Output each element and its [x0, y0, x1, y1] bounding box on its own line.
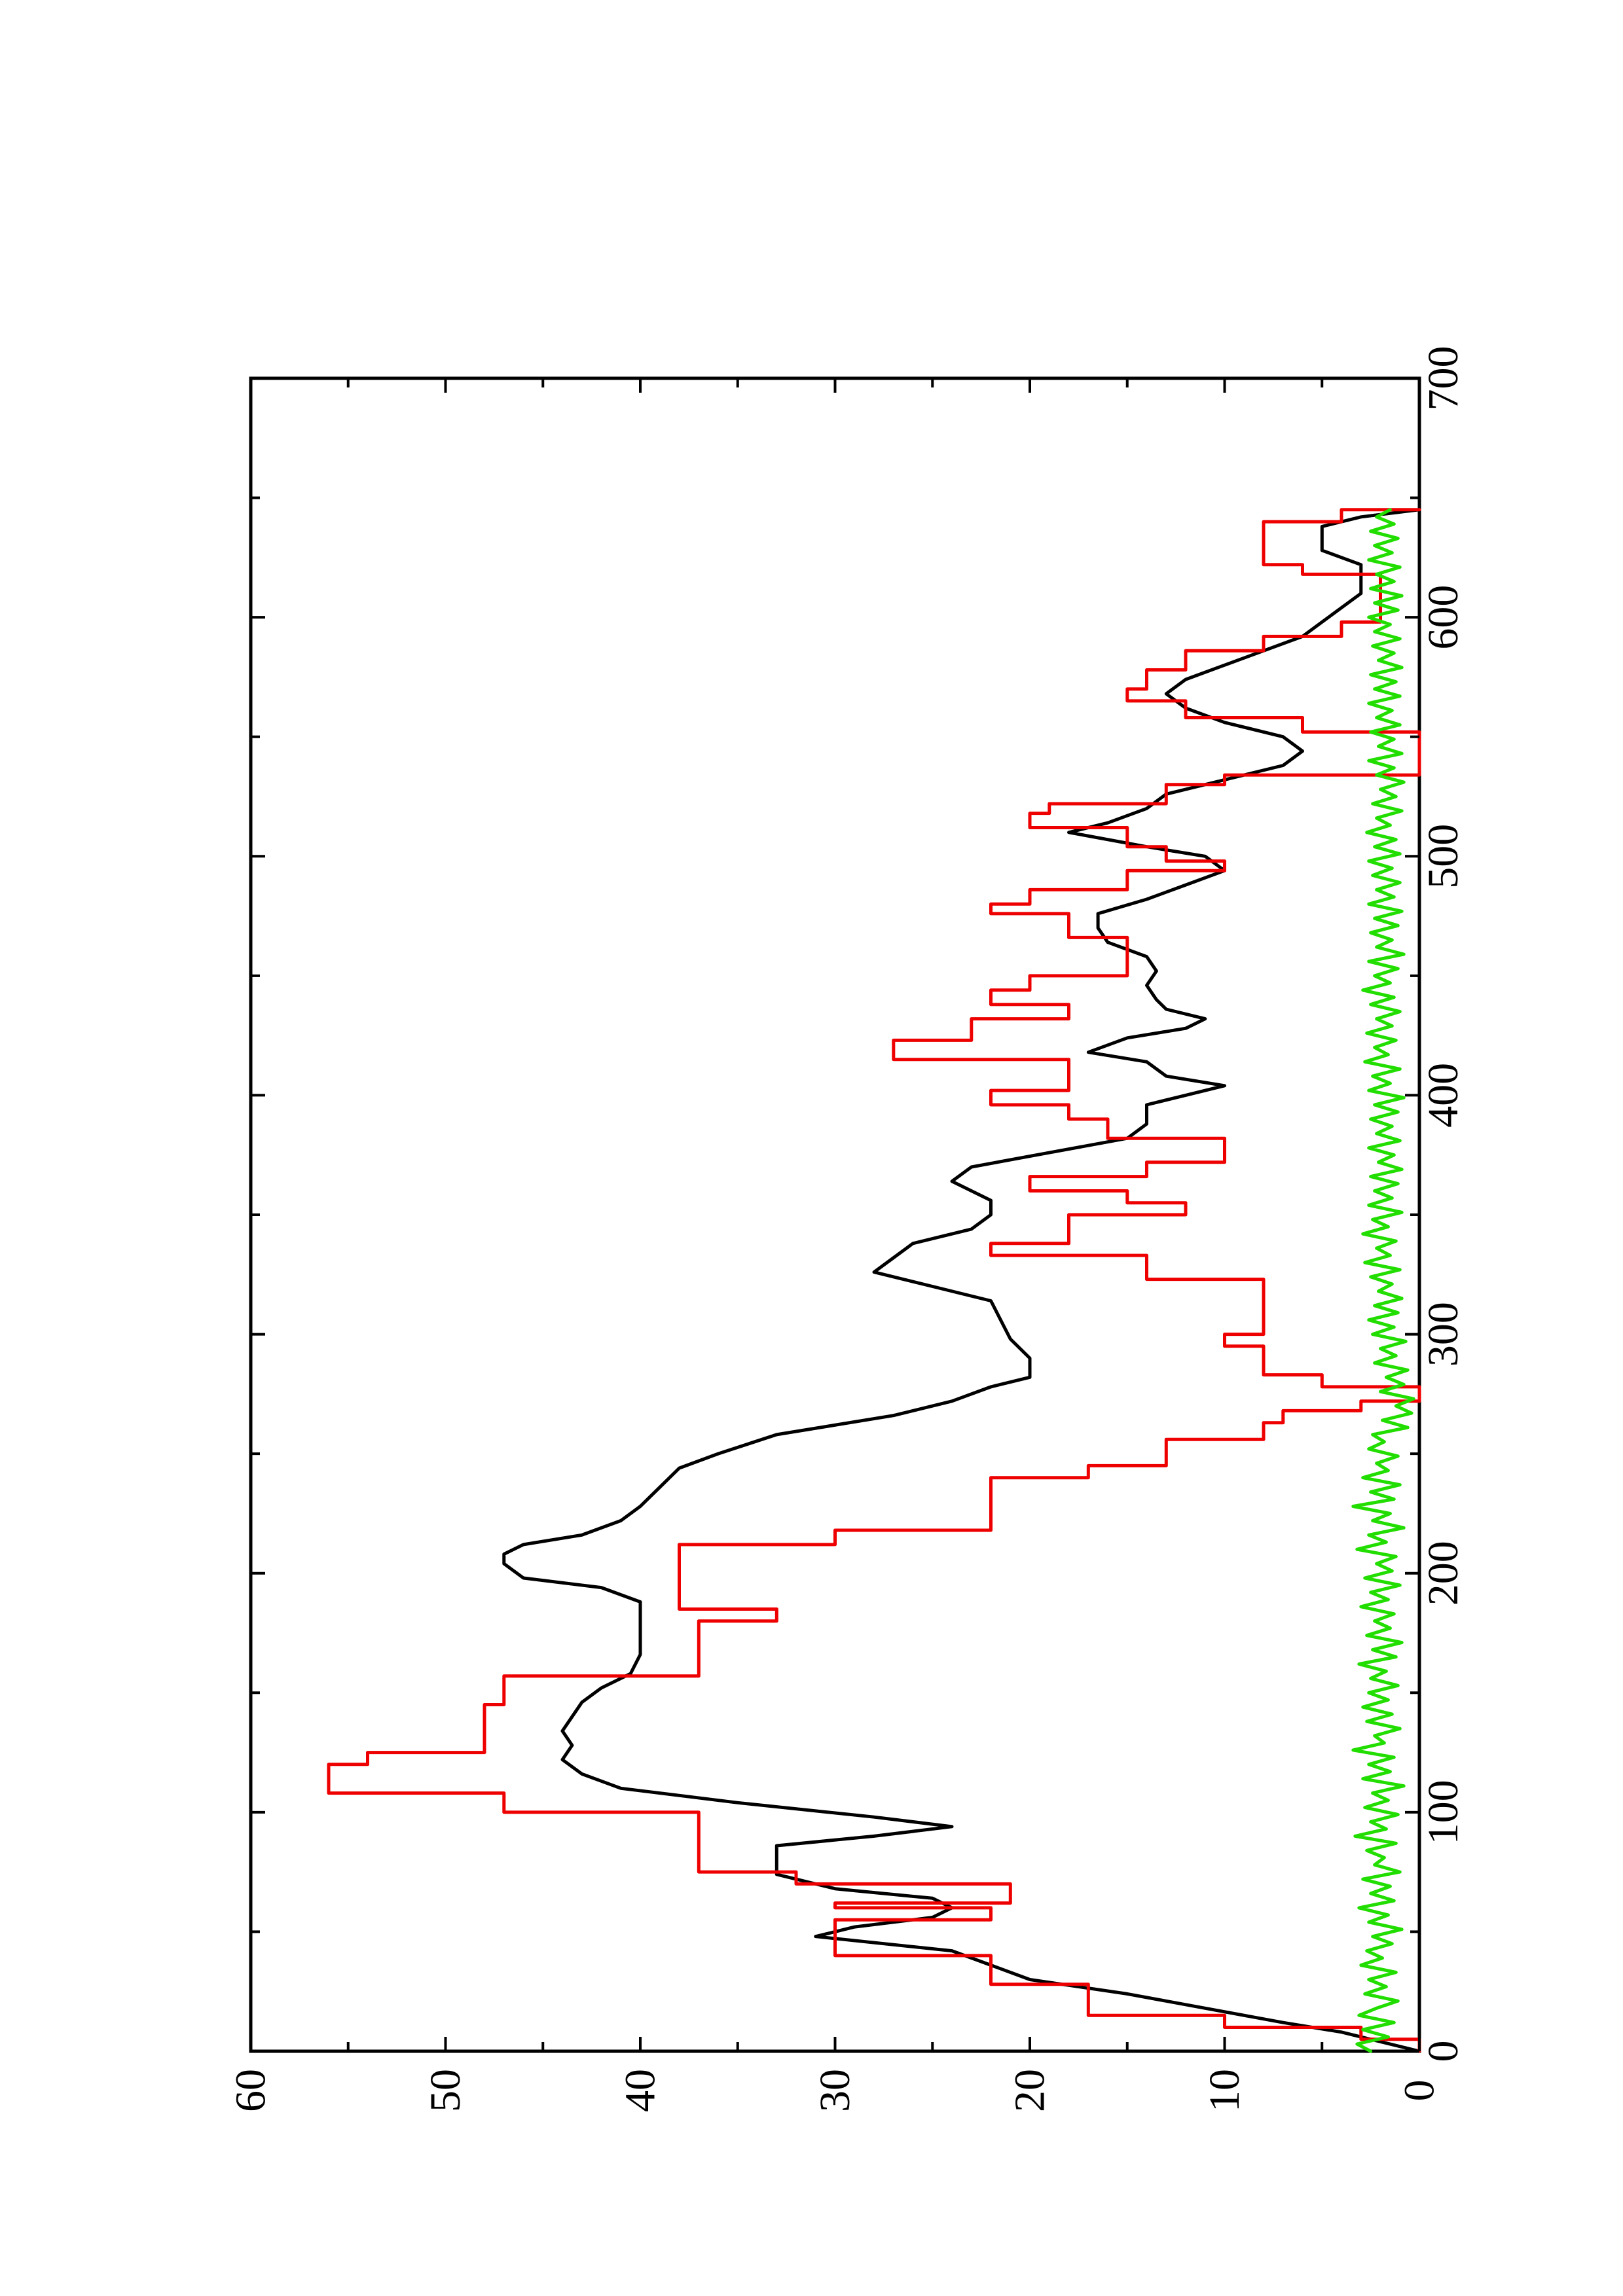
plot-area [249, 376, 1421, 2053]
y-tick-label: 40 [617, 2069, 665, 2112]
y-tick-label: 60 [227, 2069, 275, 2112]
x-tick-label: 600 [1419, 585, 1467, 650]
series-black-line [502, 508, 1421, 2053]
y-tick-label: 30 [811, 2069, 859, 2112]
x-tick-label: 0 [1419, 2041, 1467, 2062]
y-tick-label: 0 [1396, 2080, 1444, 2102]
series-layer [327, 508, 1421, 2053]
x-tick-label: 500 [1419, 824, 1467, 889]
axis-layer: 0 100 200 300 400 500 600 700 0 10 20 30 40 50 60 [227, 346, 1468, 2113]
x-tick-label: 700 [1419, 346, 1467, 411]
x-tick-label: 300 [1419, 1302, 1467, 1367]
plot-frame [249, 376, 1421, 2053]
series-green-noise-line [1351, 508, 1415, 2053]
y-tick-label: 50 [422, 2069, 469, 2112]
x-tick-label: 200 [1419, 1541, 1467, 1605]
x-tick-label: 400 [1419, 1063, 1467, 1128]
series-red-step-line [327, 508, 1421, 2053]
y-tick-label: 10 [1201, 2069, 1249, 2112]
x-tick-label: 100 [1419, 1780, 1467, 1844]
y-tick-label: 20 [1006, 2069, 1054, 2112]
